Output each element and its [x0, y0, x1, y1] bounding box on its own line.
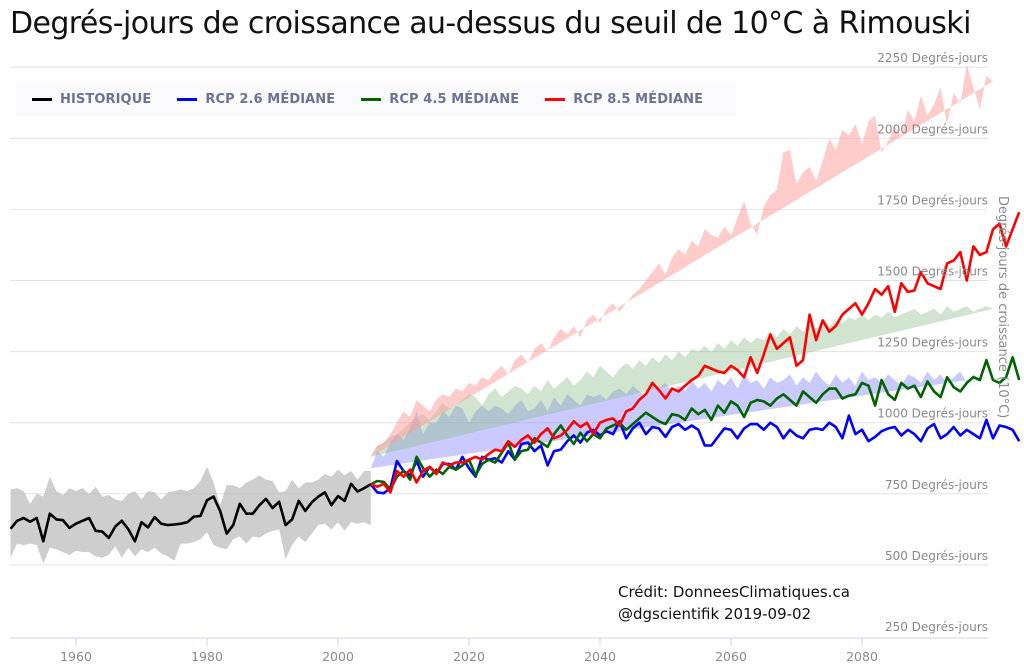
x-tick-label: 2060 [715, 649, 747, 664]
x-tick-label: 1980 [191, 649, 223, 664]
y-tick-label: 1750 Degrés-jours [877, 193, 988, 207]
legend-swatch-rcp45 [361, 97, 382, 101]
uncertainty-bands [10, 64, 993, 564]
band-historique [10, 466, 371, 564]
legend-label: RCP 8.5 MÉDIANE [573, 91, 704, 107]
credit-line-1: Crédit: DonneesClimatiques.ca [618, 583, 850, 601]
credit-line-2: @dgscientifik 2019-09-02 [618, 605, 812, 623]
legend-item-rcp26[interactable]: RCP 2.6 MÉDIANE [177, 92, 335, 107]
x-tick-label: 2020 [453, 649, 485, 664]
y-tick-label: 2000 Degrés-jours [877, 122, 988, 136]
x-tick-label: 1960 [60, 649, 92, 664]
y-tick-label: 500 Degrés-jours [885, 549, 988, 563]
y-axis-ticks: 250 Degrés-jours 500 Degrés-jours 750 Degr… [877, 51, 988, 634]
line-rcp-8-5-m-diane [370, 211, 1021, 494]
x-tick-label: 2040 [584, 649, 616, 664]
legend-swatch-historique [32, 97, 52, 101]
legend-label: RCP 2.6 MÉDIANE [205, 91, 336, 107]
y-tick-label: 1500 Degrés-jours [877, 265, 988, 279]
legend-swatch-rcp85 [545, 97, 566, 101]
legend-label: RCP 4.5 MÉDIANE [389, 91, 520, 107]
band-rcp-4-5-m-diane [370, 306, 993, 457]
y-tick-label: 1250 Degrés-jours [877, 336, 988, 350]
legend-item-historique[interactable]: HISTORIQUE [32, 92, 151, 107]
legend-item-rcp45[interactable]: RCP 4.5 MÉDIANE [361, 92, 519, 107]
y-tick-label: 1000 Degrés-jours [877, 407, 988, 421]
band-rcp-8-5-m-diane [370, 64, 993, 457]
y-tick-label: 750 Degrés-jours [885, 478, 988, 492]
line-historique [9, 482, 372, 543]
y-axis-label: Degrés-jours de croissance (10°C) [995, 196, 1010, 418]
x-tick-label: 2080 [846, 649, 878, 664]
line-rcp-4-5-m-diane [370, 355, 1021, 491]
y-tick-label: 2250 Degrés-jours [877, 51, 988, 65]
line-rcp-2-6-m-diane [369, 414, 1021, 495]
x-axis: 1960 1980 2000 2020 2040 2060 2080 [10, 637, 988, 664]
y-tick-label: 250 Degrés-jours [885, 620, 988, 634]
legend-swatch-rcp26 [177, 97, 198, 101]
legend-item-rcp85[interactable]: RCP 8.5 MÉDIANE [545, 92, 703, 107]
legend-label: HISTORIQUE [60, 91, 152, 107]
credit-text: Crédit: DonneesClimatiques.ca @dgscienti… [618, 581, 850, 625]
chart-title: Degrés-jours de croissance au-dessus du … [10, 6, 971, 41]
legend: HISTORIQUE RCP 2.6 MÉDIANE RCP 4.5 MÉDIA… [16, 82, 736, 116]
series-lines [9, 211, 1021, 543]
x-tick-label: 2000 [322, 649, 354, 664]
